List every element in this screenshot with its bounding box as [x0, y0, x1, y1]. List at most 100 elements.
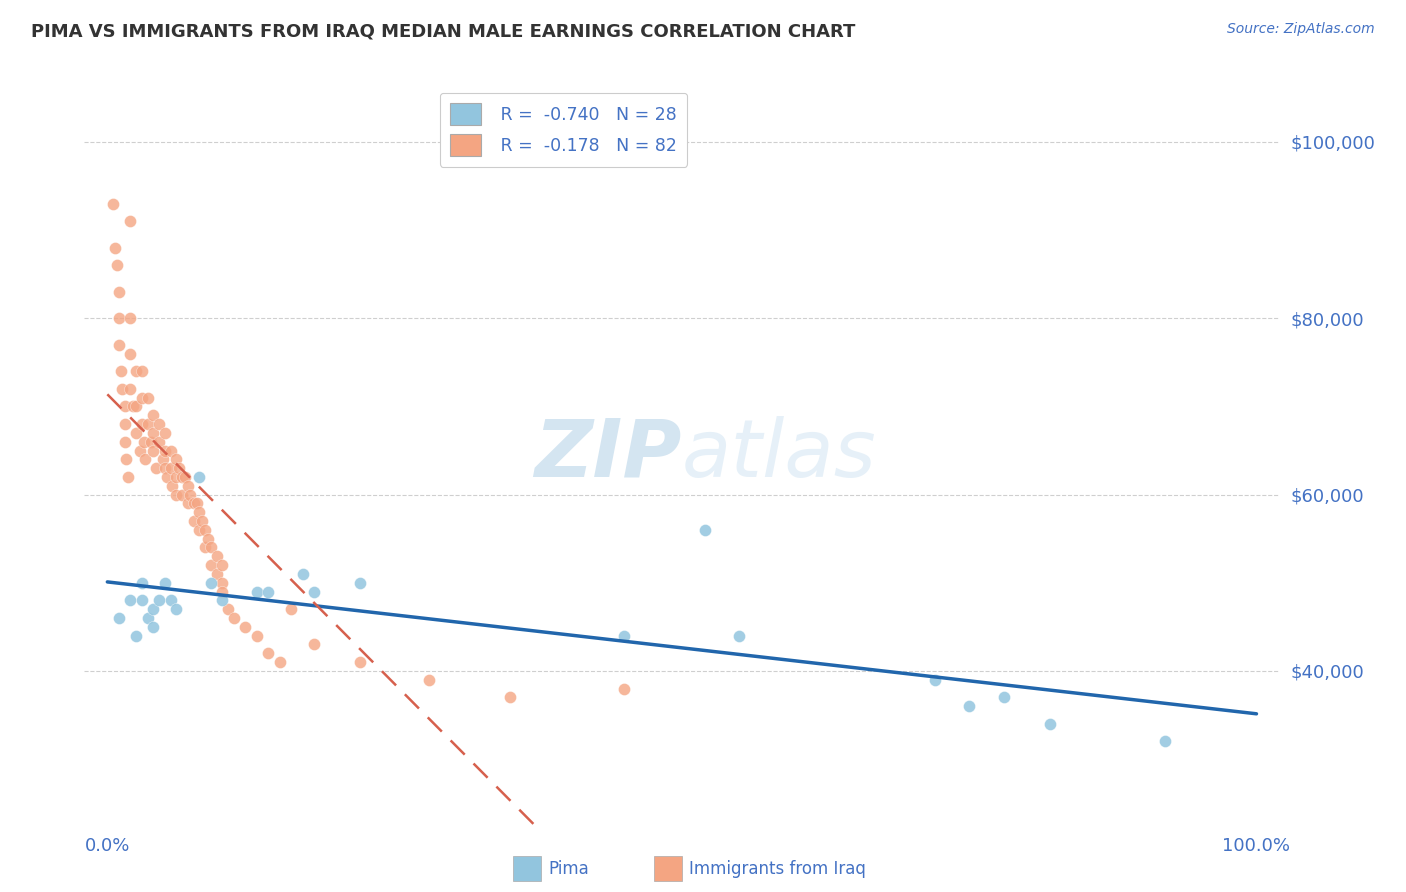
- Point: [217, 602, 239, 616]
- Point: [108, 285, 131, 299]
- Point: [125, 400, 148, 414]
- Point: [132, 434, 156, 449]
- Point: [128, 443, 150, 458]
- Point: [188, 523, 211, 537]
- Point: [165, 487, 187, 501]
- Point: [211, 558, 233, 573]
- Point: [120, 214, 142, 228]
- Point: [167, 461, 190, 475]
- Point: [114, 434, 136, 449]
- Point: [131, 575, 153, 590]
- Point: [165, 602, 187, 616]
- Point: [957, 699, 980, 714]
- Point: [200, 541, 222, 555]
- Point: [177, 496, 200, 510]
- Point: [613, 629, 636, 643]
- Point: [1153, 734, 1175, 748]
- Point: [136, 611, 159, 625]
- Point: [280, 602, 302, 616]
- Point: [131, 364, 153, 378]
- Point: [246, 629, 269, 643]
- Point: [136, 417, 159, 431]
- Point: [728, 629, 751, 643]
- Point: [117, 470, 139, 484]
- Point: [120, 346, 142, 360]
- Point: [170, 470, 193, 484]
- Point: [142, 425, 165, 440]
- Legend:  R =  -0.740   N = 28,  R =  -0.178   N = 82: R = -0.740 N = 28, R = -0.178 N = 82: [440, 93, 688, 167]
- Point: [993, 690, 1015, 705]
- Point: [121, 400, 143, 414]
- Point: [179, 487, 201, 501]
- Point: [134, 452, 156, 467]
- Point: [114, 400, 136, 414]
- Point: [205, 566, 228, 581]
- Point: [194, 523, 217, 537]
- Point: [302, 637, 325, 651]
- Point: [153, 575, 176, 590]
- Text: Immigrants from Iraq: Immigrants from Iraq: [689, 860, 866, 878]
- Point: [152, 452, 174, 467]
- Point: [114, 417, 136, 431]
- Point: [148, 434, 170, 449]
- Point: [194, 541, 217, 555]
- Point: [105, 259, 128, 273]
- Point: [205, 549, 228, 564]
- Point: [349, 655, 371, 669]
- Point: [159, 461, 181, 475]
- Point: [211, 575, 233, 590]
- Point: [148, 417, 170, 431]
- Point: [136, 391, 159, 405]
- Point: [291, 566, 314, 581]
- Point: [142, 409, 165, 423]
- Point: [120, 593, 142, 607]
- Point: [418, 673, 440, 687]
- Point: [174, 470, 197, 484]
- Point: [190, 514, 212, 528]
- Point: [183, 496, 205, 510]
- Point: [211, 584, 233, 599]
- Point: [233, 620, 256, 634]
- Point: [125, 364, 148, 378]
- Point: [142, 443, 165, 458]
- Point: [177, 479, 200, 493]
- Point: [269, 655, 291, 669]
- Point: [693, 523, 716, 537]
- Point: [139, 434, 162, 449]
- Text: atlas: atlas: [682, 416, 877, 494]
- Point: [156, 470, 179, 484]
- Point: [165, 452, 187, 467]
- Point: [498, 690, 520, 705]
- Point: [183, 514, 205, 528]
- Point: [114, 452, 136, 467]
- Point: [165, 470, 187, 484]
- Point: [131, 417, 153, 431]
- Point: [246, 584, 269, 599]
- Point: [200, 575, 222, 590]
- Point: [120, 382, 142, 396]
- Point: [159, 593, 181, 607]
- Point: [170, 487, 193, 501]
- Text: Pima: Pima: [548, 860, 589, 878]
- Point: [211, 593, 233, 607]
- Point: [125, 425, 148, 440]
- Point: [153, 461, 176, 475]
- Point: [120, 311, 142, 326]
- Point: [257, 584, 280, 599]
- Point: [186, 496, 208, 510]
- Point: [110, 364, 132, 378]
- Point: [131, 391, 153, 405]
- Point: [257, 646, 280, 660]
- Point: [142, 620, 165, 634]
- Point: [148, 593, 170, 607]
- Point: [108, 311, 131, 326]
- Point: [104, 241, 127, 255]
- Point: [145, 461, 167, 475]
- Point: [101, 196, 124, 211]
- Point: [108, 611, 131, 625]
- Point: [159, 443, 181, 458]
- Text: Source: ZipAtlas.com: Source: ZipAtlas.com: [1227, 22, 1375, 37]
- Point: [131, 593, 153, 607]
- Point: [222, 611, 245, 625]
- Point: [197, 532, 219, 546]
